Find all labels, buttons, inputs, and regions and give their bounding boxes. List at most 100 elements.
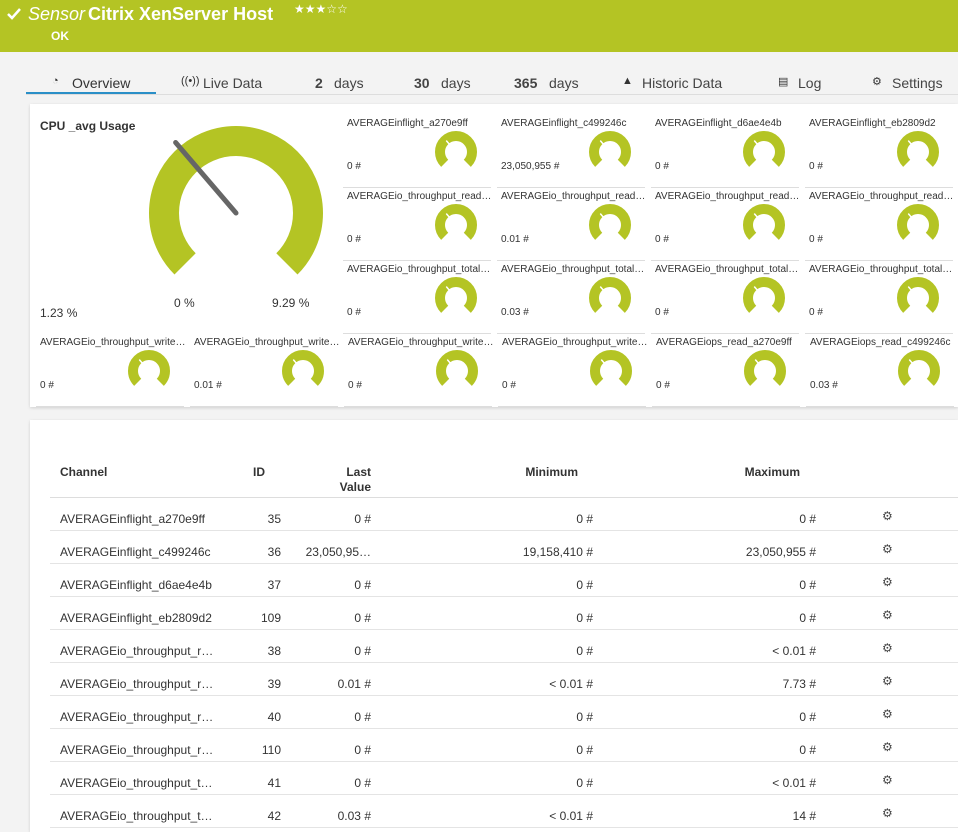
gauge-cell[interactable] xyxy=(651,262,799,334)
channel-settings-icon[interactable]: ⚙ xyxy=(882,707,893,721)
tab-label[interactable]: days xyxy=(441,75,471,91)
gauge-cell[interactable] xyxy=(652,335,800,407)
tab-label[interactable]: days xyxy=(549,75,579,91)
tab-label[interactable]: Log xyxy=(798,75,822,91)
table-cell: 0 # xyxy=(576,776,593,790)
gauge-cell[interactable] xyxy=(805,189,953,261)
channel-settings-icon[interactable]: ⚙ xyxy=(882,740,893,754)
gauge xyxy=(743,277,785,313)
gauge-cell[interactable] xyxy=(343,262,491,334)
table-row[interactable] xyxy=(50,729,958,762)
gauge-value: 0.01 # xyxy=(194,380,222,391)
column-header[interactable]: Maximum xyxy=(744,465,800,479)
table-cell: 0 # xyxy=(576,578,593,592)
gauge-value: 0.03 # xyxy=(501,307,529,318)
gauge-cell[interactable] xyxy=(651,116,799,188)
table-row[interactable] xyxy=(50,498,958,531)
gauge-cell[interactable] xyxy=(497,189,645,261)
gauge-name: AVERAGEio_throughput_total… xyxy=(655,264,799,275)
channel-settings-icon[interactable]: ⚙ xyxy=(882,773,893,787)
table-row[interactable] xyxy=(50,762,958,795)
tab-number[interactable]: 365 xyxy=(514,75,538,91)
gauge-name: AVERAGEinflight_d6ae4e4b xyxy=(655,118,782,129)
gauge xyxy=(589,131,631,167)
column-header[interactable]: Last Value xyxy=(339,465,371,494)
gauge xyxy=(435,131,477,167)
table-row[interactable] xyxy=(50,630,958,663)
table-cell: AVERAGEinflight_eb2809d2 xyxy=(60,611,212,625)
tab-icon[interactable]: ((•)) xyxy=(181,75,200,87)
tab-number[interactable]: 30 xyxy=(414,75,430,91)
tab-icon[interactable]: ◔ xyxy=(52,75,59,87)
gauge-value: 0 # xyxy=(347,234,361,245)
sensor-label: Sensor xyxy=(28,4,86,24)
gauge-cell[interactable] xyxy=(497,116,645,188)
gauge-name: AVERAGEiops_read_a270e9ff xyxy=(656,337,792,348)
table-cell: 0 # xyxy=(354,512,371,526)
table-cell: 0 # xyxy=(799,578,816,592)
tab-label[interactable]: Live Data xyxy=(203,75,263,91)
channel-settings-icon[interactable]: ⚙ xyxy=(882,608,893,622)
tab-divider xyxy=(26,94,958,95)
gauge-cell[interactable] xyxy=(36,335,184,407)
gauge-cell[interactable] xyxy=(498,335,646,407)
gauge-cell[interactable] xyxy=(806,335,954,407)
gauge-value: 0 # xyxy=(502,380,516,391)
table-row[interactable] xyxy=(50,531,958,564)
gauge-cell[interactable] xyxy=(805,116,953,188)
gauge-name: AVERAGEio_throughput_write… xyxy=(40,337,186,348)
gauge-cell[interactable] xyxy=(497,262,645,334)
table-cell: 40 xyxy=(267,710,281,724)
gauge-name: AVERAGEio_throughput_total… xyxy=(347,264,491,275)
channel-settings-icon[interactable]: ⚙ xyxy=(882,641,893,655)
table-row[interactable] xyxy=(50,564,958,597)
channel-settings-icon[interactable]: ⚙ xyxy=(882,542,893,556)
table-cell: 19,158,410 # xyxy=(522,545,593,559)
table-cell: 35 xyxy=(267,512,281,526)
channel-settings-icon[interactable]: ⚙ xyxy=(882,509,893,523)
gauge-value: 0.03 # xyxy=(810,380,838,391)
tab-icon[interactable]: ⚙ xyxy=(872,76,882,88)
gauge-name: AVERAGEio_throughput_read… xyxy=(655,191,800,202)
active-tab-indicator xyxy=(26,92,156,94)
gauge-cell[interactable] xyxy=(805,262,953,334)
tab-icon[interactable]: ▲ xyxy=(622,75,633,87)
gauge-value: 0 # xyxy=(655,234,669,245)
table-row[interactable] xyxy=(50,597,958,630)
table-panel xyxy=(30,420,958,832)
gauge-cell[interactable] xyxy=(651,189,799,261)
channel-settings-icon[interactable]: ⚙ xyxy=(882,674,893,688)
column-header[interactable]: Minimum xyxy=(525,465,578,479)
tab-number[interactable]: 2 xyxy=(315,75,323,91)
gauge-cell[interactable] xyxy=(343,116,491,188)
channel-settings-icon[interactable]: ⚙ xyxy=(882,575,893,589)
main-gauge-max: 9.29 % xyxy=(272,296,310,310)
table-row[interactable] xyxy=(50,696,958,729)
table-row[interactable] xyxy=(50,663,958,696)
column-header[interactable]: ID xyxy=(253,465,265,479)
status: OK xyxy=(51,29,69,43)
gauge-cell[interactable] xyxy=(343,189,491,261)
gauge-value: 0.01 # xyxy=(501,234,529,245)
table-row[interactable] xyxy=(50,795,958,828)
table-cell: 38 xyxy=(267,644,281,658)
tab-label[interactable]: days xyxy=(334,75,364,91)
column-header[interactable]: Channel xyxy=(60,465,108,479)
tab-label[interactable]: Historic Data xyxy=(642,75,723,91)
priority-stars[interactable]: ★★★☆☆ xyxy=(294,2,348,16)
tab-label[interactable]: Settings xyxy=(892,75,943,91)
gauge-cell[interactable] xyxy=(190,335,338,407)
table-cell: < 0.01 # xyxy=(772,644,816,658)
table-cell: AVERAGEio_throughput_t… xyxy=(60,809,213,823)
gauge-value: 0 # xyxy=(40,380,54,391)
channel-settings-icon[interactable]: ⚙ xyxy=(882,806,893,820)
table-cell: 36 xyxy=(267,545,281,559)
tab-label[interactable]: Overview xyxy=(72,75,131,91)
table-cell: 0.01 # xyxy=(337,677,371,691)
tab-icon[interactable]: ▤ xyxy=(778,76,789,88)
gauge-cell[interactable] xyxy=(344,335,492,407)
table-cell: 7.73 # xyxy=(782,677,816,691)
main-gauge-value: 1.23 % xyxy=(40,306,78,320)
gauge xyxy=(149,126,323,275)
table-cell: 0 # xyxy=(576,743,593,757)
